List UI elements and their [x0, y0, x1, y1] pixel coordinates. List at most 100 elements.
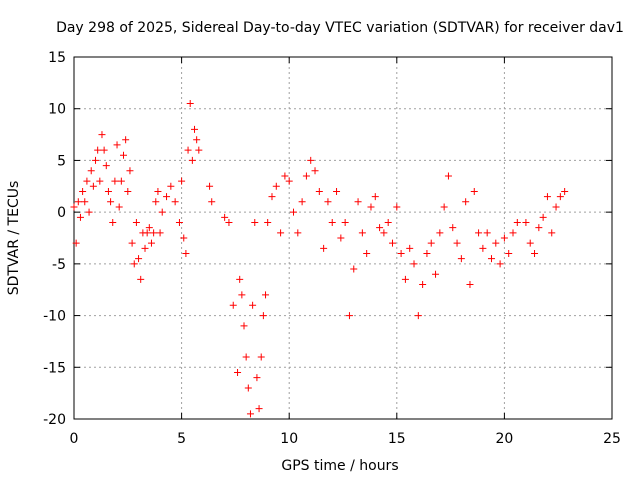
- data-point: [107, 198, 115, 206]
- data-point: [294, 229, 302, 237]
- data-point: [363, 250, 371, 258]
- data-point: [444, 172, 452, 180]
- y-tick-label: 5: [57, 153, 66, 169]
- data-point: [483, 229, 491, 237]
- data-point: [85, 208, 93, 216]
- data-point: [158, 208, 166, 216]
- data-point: [358, 229, 366, 237]
- data-point: [302, 172, 310, 180]
- data-point: [320, 244, 328, 252]
- data-point: [257, 353, 265, 361]
- data-point: [193, 136, 201, 144]
- data-point: [117, 177, 125, 185]
- data-point: [186, 100, 194, 108]
- data-point: [70, 203, 78, 211]
- data-point: [440, 203, 448, 211]
- x-tick-label: 20: [495, 431, 513, 447]
- data-point: [242, 353, 250, 361]
- data-point: [128, 239, 136, 247]
- y-tick-label: -5: [52, 257, 66, 273]
- data-point: [98, 131, 106, 139]
- data-point: [509, 229, 517, 237]
- data-point: [548, 229, 556, 237]
- data-point: [251, 218, 259, 226]
- y-tick-label: -20: [43, 412, 66, 428]
- data-point: [475, 229, 483, 237]
- data-point: [89, 182, 97, 190]
- data-point: [436, 229, 444, 237]
- data-point: [522, 218, 530, 226]
- data-point: [333, 187, 341, 195]
- data-point: [137, 275, 145, 283]
- data-point: [102, 162, 110, 170]
- data-point: [135, 255, 143, 263]
- y-tick-label: 15: [48, 50, 66, 66]
- data-point: [115, 203, 123, 211]
- data-point: [290, 208, 298, 216]
- data-point: [178, 177, 186, 185]
- data-point: [96, 177, 104, 185]
- data-point: [556, 193, 564, 201]
- data-point: [423, 250, 431, 258]
- y-tick-label: 0: [57, 205, 66, 221]
- data-point: [94, 146, 102, 154]
- data-point: [244, 384, 252, 392]
- x-tick-label: 15: [388, 431, 406, 447]
- data-point: [350, 265, 358, 273]
- data-point: [311, 167, 319, 175]
- y-tick-label: -15: [43, 360, 66, 376]
- data-point: [79, 187, 87, 195]
- data-point: [479, 244, 487, 252]
- data-points: [70, 100, 569, 418]
- data-point: [253, 374, 261, 382]
- data-point: [83, 177, 91, 185]
- data-point: [419, 281, 427, 289]
- data-point: [156, 229, 164, 237]
- data-point: [341, 218, 349, 226]
- data-point: [262, 291, 270, 299]
- data-point: [229, 301, 237, 309]
- data-point: [175, 218, 183, 226]
- data-point: [145, 224, 153, 232]
- data-point: [470, 187, 478, 195]
- data-point: [76, 213, 84, 221]
- data-point: [92, 156, 100, 164]
- data-point: [113, 141, 121, 149]
- data-point: [371, 193, 379, 201]
- data-point: [427, 239, 435, 247]
- y-axis-label: SDTVAR / TECUs: [6, 181, 22, 296]
- data-point: [328, 218, 336, 226]
- data-point: [225, 218, 233, 226]
- data-point: [393, 203, 401, 211]
- data-point: [206, 182, 214, 190]
- data-point: [87, 167, 95, 175]
- data-point: [453, 239, 461, 247]
- data-point: [535, 224, 543, 232]
- data-point: [531, 250, 539, 258]
- data-point: [180, 234, 188, 242]
- plot-frame: [73, 56, 613, 420]
- data-point: [277, 229, 285, 237]
- data-point: [397, 250, 405, 258]
- data-point: [380, 229, 388, 237]
- x-tick-label: 25: [603, 431, 621, 447]
- data-point: [259, 312, 267, 320]
- data-point: [462, 198, 470, 206]
- data-point: [104, 187, 112, 195]
- data-point: [539, 213, 547, 221]
- data-point: [401, 275, 409, 283]
- data-point: [315, 187, 323, 195]
- x-tick-label: 10: [280, 431, 298, 447]
- data-point: [167, 182, 175, 190]
- data-point: [246, 410, 254, 418]
- data-point: [272, 182, 280, 190]
- y-tick-label: 10: [48, 102, 66, 118]
- data-point: [376, 224, 384, 232]
- data-point: [72, 239, 80, 247]
- data-point: [526, 239, 534, 247]
- data-point: [81, 198, 89, 206]
- data-point: [449, 224, 457, 232]
